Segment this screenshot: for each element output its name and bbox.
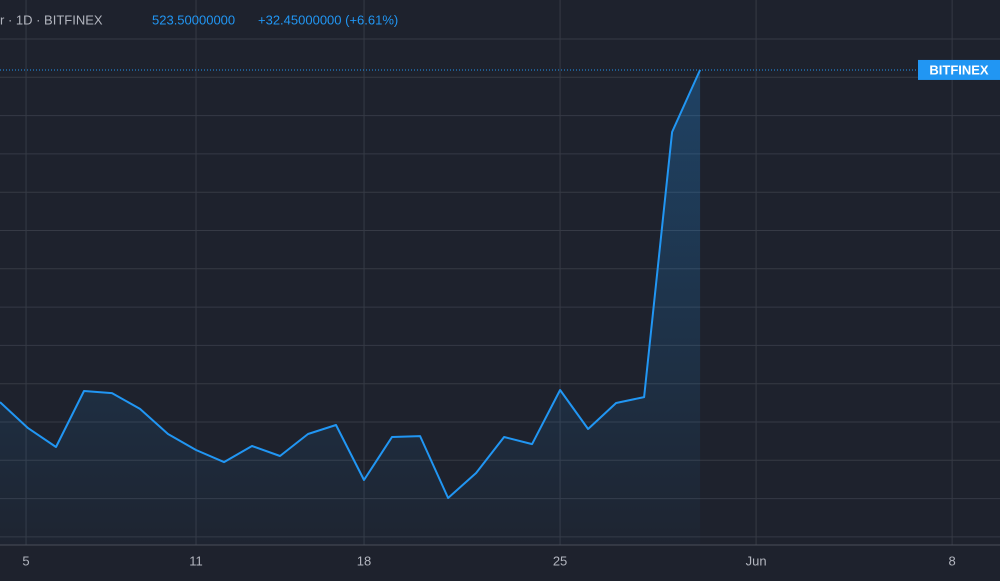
x-tick-label: 8: [948, 553, 955, 568]
x-tick-label: Jun: [746, 553, 767, 568]
x-tick-label: 5: [22, 553, 29, 568]
last-price: 523.50000000: [152, 12, 235, 27]
price-change: +32.45000000 (+6.61%): [258, 12, 398, 27]
chart-title: r · 1D · BITFINEX: [0, 12, 103, 27]
price-tag: [918, 59, 1000, 80]
line: [0, 69, 702, 499]
x-tick-label: 11: [189, 553, 203, 568]
area: [0, 69, 701, 546]
x-tick-label: 18: [357, 553, 371, 568]
price-tag-label: BITFINEX: [929, 62, 989, 77]
x-tick-label: 25: [553, 553, 567, 568]
plot: 5 11 18 25 Jun 8 BITFINEX: [0, 0, 1000, 568]
